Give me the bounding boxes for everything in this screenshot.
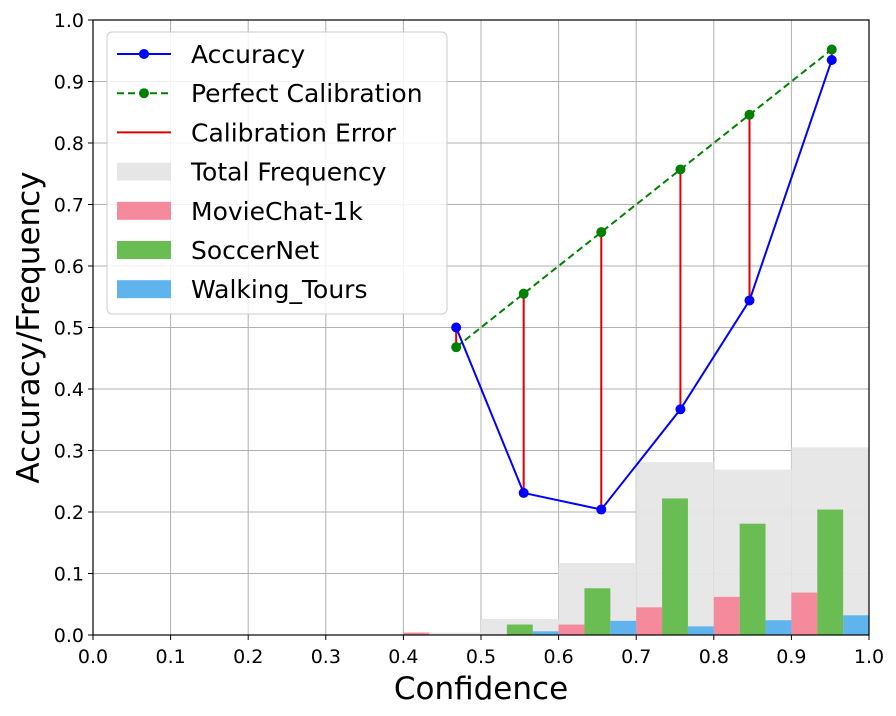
x-tick-label: 0.0 — [78, 646, 108, 668]
legend-marker-accuracy — [139, 49, 149, 59]
legend-patch-walking-tours — [117, 280, 171, 299]
x-tick-label: 0.2 — [233, 646, 263, 668]
legend-label-perfect-calibration: Perfect Calibration — [191, 79, 423, 108]
y-tick-label: 1.0 — [54, 10, 84, 32]
legend: Accuracy Perfect Calibration Calibration E… — [106, 31, 448, 315]
legend-box — [106, 31, 448, 315]
perfect-calibration-point — [675, 164, 686, 175]
y-tick-label: 0.5 — [54, 318, 84, 340]
perfect-calibration-point — [744, 109, 755, 120]
bar-moviechat-1k — [558, 624, 585, 635]
frequency-bars — [403, 447, 869, 635]
bar-soccernet — [506, 624, 533, 635]
legend-label-walking-tours: Walking_Tours — [191, 275, 368, 304]
y-axis-title: Accuracy/Frequency — [11, 171, 47, 483]
bar-walking-tours — [765, 620, 792, 635]
x-tick-label: 0.4 — [388, 646, 418, 668]
accuracy-point — [518, 487, 529, 498]
x-tick-label: 0.3 — [311, 646, 341, 668]
legend-patch-soccernet — [117, 241, 171, 259]
legend-patch-total-frequency — [117, 162, 171, 181]
legend-patch-moviechat-1k — [117, 201, 171, 220]
x-axis-title: Confidence — [394, 671, 568, 707]
bar-walking-tours — [610, 620, 637, 635]
x-tick-label: 0.6 — [543, 646, 573, 668]
accuracy-point — [744, 295, 755, 306]
perfect-calibration-line — [455, 48, 833, 348]
y-tick-label: 0.7 — [54, 195, 84, 217]
perfect-calibration-point — [518, 288, 529, 299]
legend-label-accuracy: Accuracy — [191, 40, 305, 69]
y-tick-label: 0.4 — [54, 379, 84, 401]
y-tick-label: 0.6 — [54, 256, 84, 278]
y-tick-label: 0.8 — [54, 133, 84, 155]
accuracy-point — [451, 322, 462, 333]
x-tick-label: 0.8 — [699, 646, 729, 668]
y-tick-label: 0.3 — [54, 441, 84, 463]
bar-walking-tours — [687, 626, 714, 635]
bar-walking-tours — [843, 615, 869, 635]
perfect-calibration-point — [596, 227, 607, 238]
legend-label-calibration-error: Calibration Error — [191, 118, 397, 147]
accuracy-point — [826, 54, 837, 65]
legend-label-total-frequency: Total Frequency — [190, 158, 387, 187]
bar-walking-tours — [532, 631, 559, 635]
x-tick-label: 1.0 — [854, 646, 884, 668]
x-tick-label: 0.9 — [776, 646, 806, 668]
bar-moviechat-1k — [636, 607, 663, 635]
perfect-calibration-point — [826, 44, 837, 55]
x-tick-label: 0.5 — [466, 646, 496, 668]
x-tick-label: 0.7 — [621, 646, 651, 668]
y-tick-label: 0.9 — [54, 72, 84, 94]
bar-soccernet — [739, 523, 766, 635]
y-tick-label: 0.2 — [54, 502, 84, 524]
bar-soccernet — [817, 509, 844, 635]
accuracy-point — [596, 504, 607, 515]
bar-moviechat-1k — [713, 596, 740, 635]
legend-label-moviechat-1k: MovieChat-1k — [191, 197, 363, 226]
calibration-lines — [451, 44, 837, 515]
y-tick-label: 0.0 — [54, 625, 84, 647]
total-frequency-bar — [403, 632, 481, 635]
x-tick-label: 0.1 — [155, 646, 185, 668]
y-tick-label: 0.1 — [54, 564, 84, 586]
accuracy-line — [455, 59, 833, 511]
bar-moviechat-1k — [403, 632, 430, 635]
bar-soccernet — [662, 498, 688, 635]
accuracy-point — [675, 404, 686, 415]
bar-soccernet — [584, 588, 611, 635]
legend-marker-perfect-calibration — [139, 88, 149, 99]
perfect-calibration-point — [451, 342, 462, 353]
legend-label-soccernet: SoccerNet — [191, 236, 319, 265]
bar-moviechat-1k — [791, 592, 818, 635]
axis-ticks: 0.0 0.1 0.2 0.3 0.4 0.5 0.6 0.7 0.8 0.9 1.0 0.0 0.1 0… — [54, 10, 884, 668]
